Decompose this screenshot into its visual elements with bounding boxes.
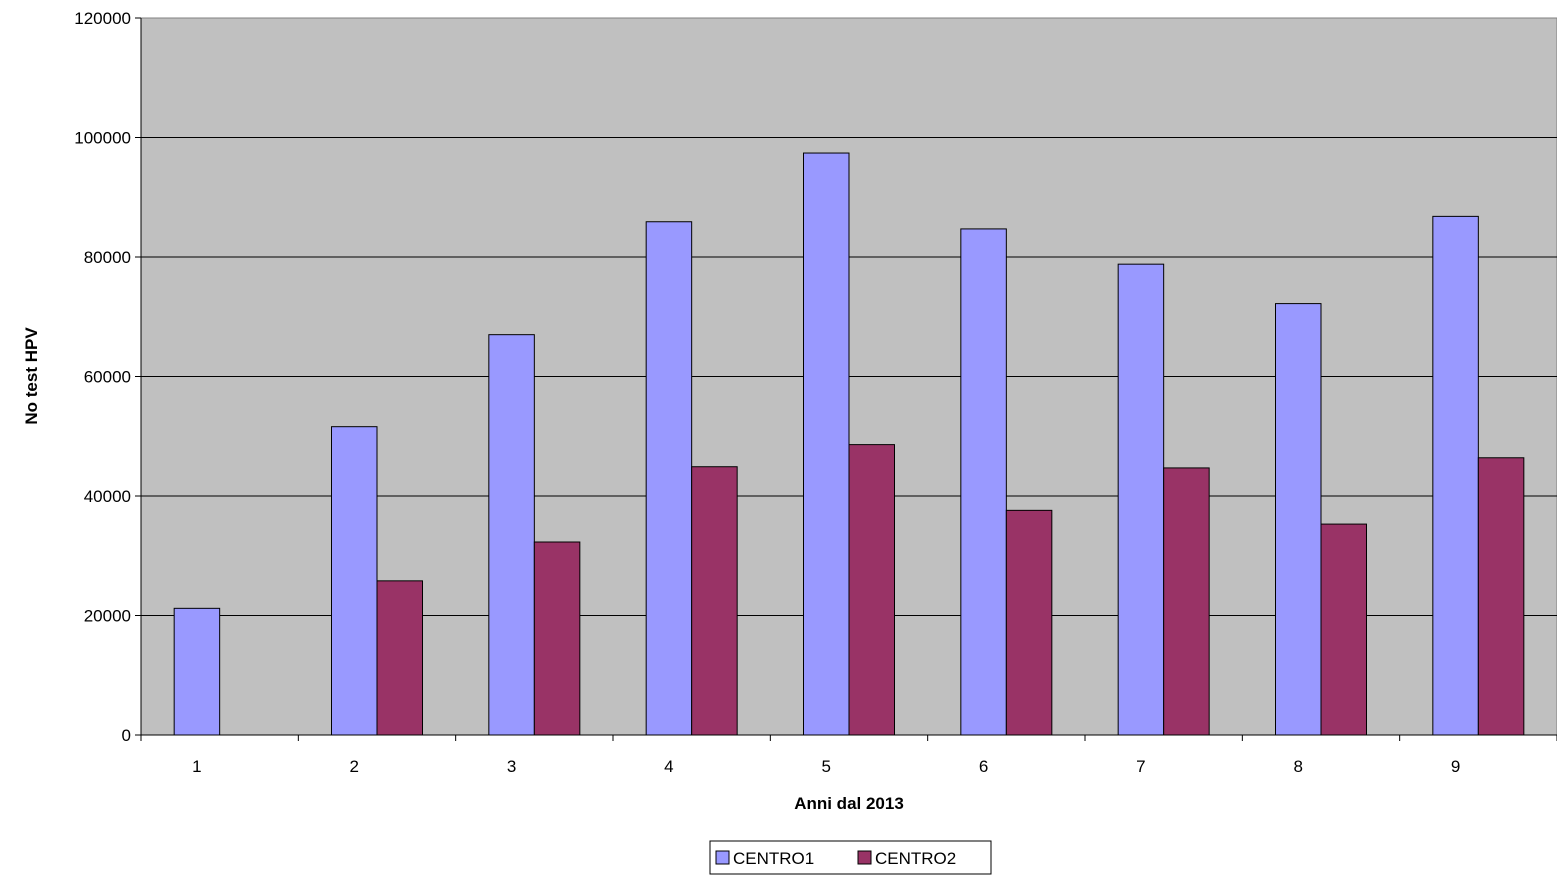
bar-centro1-5: [803, 152, 850, 736]
legend-swatch-centro1: [715, 850, 730, 865]
x-tick-label: 7: [1136, 757, 1145, 776]
y-tick-label: 20000: [84, 607, 131, 626]
bar-centro1-2: [331, 426, 378, 736]
x-tick-label: 1: [192, 757, 201, 776]
bar-centro2-2: [376, 580, 423, 736]
bar-centro1-4: [645, 221, 693, 736]
x-tick-label: 6: [979, 757, 988, 776]
x-axis-title: Anni dal 2013: [794, 794, 904, 813]
x-tick-label: 3: [507, 757, 516, 776]
x-tick-label: 4: [664, 757, 673, 776]
bars: [173, 152, 1525, 736]
bar-centro1-3: [488, 334, 535, 736]
x-axis: 1 2 3 4 5 6 7 8 9: [140, 734, 1557, 776]
bar-centro1-1: [173, 607, 221, 736]
y-axis: 0 20000 40000 60000 80000 100000 120000: [74, 9, 142, 745]
y-tick-label: 60000: [84, 368, 131, 387]
x-tick-label: 9: [1451, 757, 1460, 776]
y-axis-title: No test HPV: [22, 327, 41, 425]
legend-box: [709, 840, 992, 875]
bar-centro1-8: [1275, 303, 1322, 736]
x-tick-label: 2: [350, 757, 359, 776]
y-tick-label: 0: [122, 726, 131, 745]
bar-centro2-7: [1163, 467, 1210, 736]
bar-centro1-9: [1432, 215, 1479, 736]
y-tick-label: 40000: [84, 487, 131, 506]
y-tick-label: 80000: [84, 248, 131, 267]
bar-centro2-9: [1477, 457, 1525, 736]
bar-centro1-6: [960, 228, 1007, 736]
bar-centro2-6: [1005, 509, 1053, 736]
x-tick-label: 8: [1294, 757, 1303, 776]
bar-centro2-4: [691, 466, 738, 736]
bar-centro2-8: [1320, 523, 1367, 736]
y-tick-label: 120000: [74, 9, 131, 28]
legend: CENTRO1 CENTRO2: [709, 840, 992, 875]
legend-label-centro1: CENTRO1: [733, 849, 814, 868]
bar-centro2-5: [848, 444, 895, 736]
legend-swatch-centro2: [857, 850, 872, 865]
y-tick-label: 100000: [74, 129, 131, 148]
bar-centro2-3: [533, 541, 581, 736]
legend-label-centro2: CENTRO2: [875, 849, 956, 868]
x-tick-label: 5: [822, 757, 831, 776]
bar-centro1-7: [1117, 263, 1165, 736]
